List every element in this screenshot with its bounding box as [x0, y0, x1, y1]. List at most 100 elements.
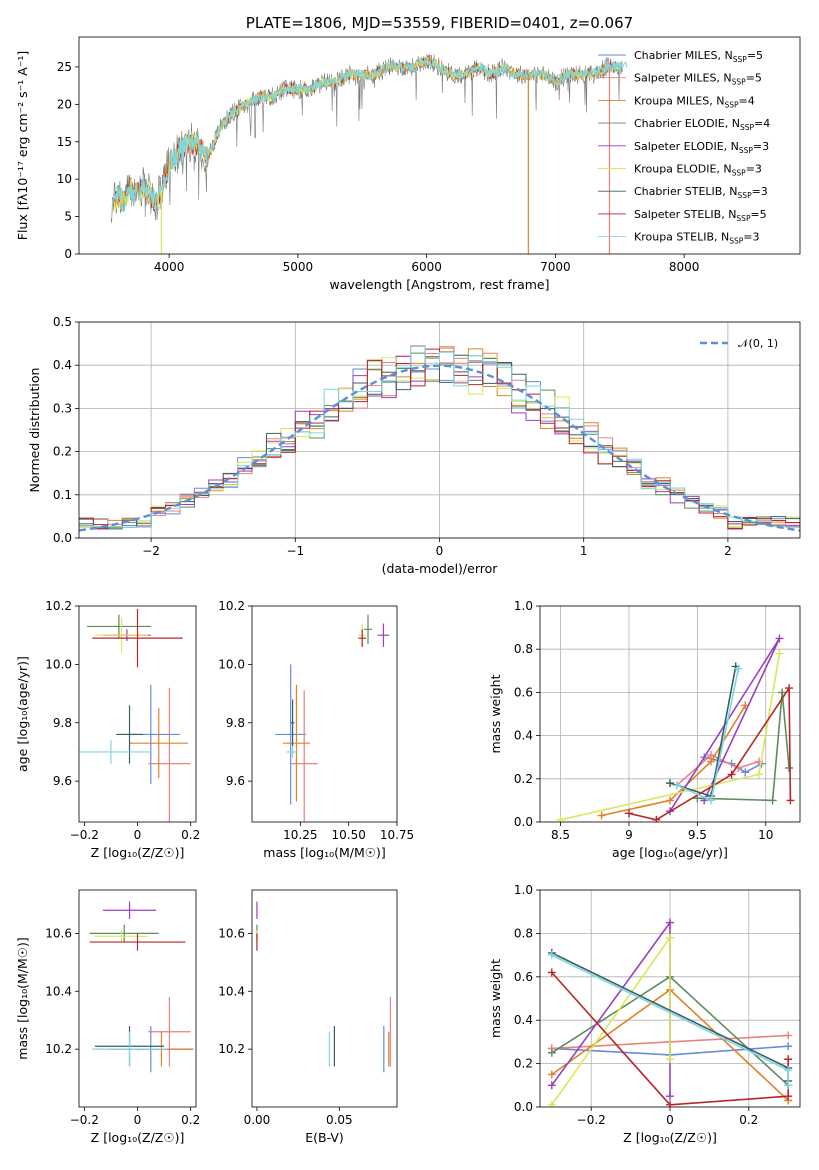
y-tick-label: 0.2 [514, 1057, 533, 1071]
legend-label: Chabrier MILES, NSSP=5 [634, 49, 763, 64]
x-tick-label: 0 [134, 828, 142, 842]
plot-area [275, 614, 390, 822]
x-tick-label: 0.2 [181, 828, 200, 842]
errorbar-chabrier-elodie [364, 614, 372, 644]
axes-residuals: −2 −1 0 1 2 0.0 0.1 0.2 0.3 0.4 0.5 (data-model)/er… [27, 315, 801, 576]
line-kroupa-elodie [551, 935, 671, 1106]
errorbar-salpeter-miles [148, 997, 191, 1067]
x-tick-label: 0 [666, 1113, 674, 1127]
errorbar-salpeter-miles [148, 687, 191, 822]
y-tick-label: 0 [64, 247, 72, 261]
marker-chabrier-elodie [778, 688, 787, 697]
marker-salpeter-elodie [666, 1092, 674, 1101]
legend-label-suffix: =5 [746, 72, 762, 85]
marker-chabrier-elodie [768, 796, 777, 805]
legend-label: Chabrier ELODIE, NSSP=4 [634, 117, 770, 132]
y-tick-label: 10.2 [45, 1042, 72, 1056]
axes-mass-vs-Z: −0.2 0 0.2 10.2 10.4 10.6 Z [log₁₀(Z/Z☉)] mass … [15, 889, 200, 1145]
legend-label-suffix: =3 [743, 231, 759, 244]
legend-label-sub: SSP [732, 169, 747, 178]
marker-kroupa-stelib [672, 781, 681, 790]
x-tick-label: −1 [286, 544, 304, 558]
marker-kroupa-stelib [707, 796, 716, 805]
errorbar-chabrier-stelib [290, 699, 295, 747]
legend-label-suffix: =3 [752, 185, 768, 198]
marker-salpeter-stelib [784, 1055, 793, 1064]
y-axis-label: mass weight [488, 959, 503, 1038]
y-tick-label: 10.0 [218, 657, 245, 671]
legend-label-suffix: =4 [738, 94, 754, 107]
x-tick-label: 6000 [411, 260, 442, 274]
errorbar-chabrier-elodie [89, 924, 159, 943]
axes-mass-weight-vs-Z: −0.2 0 0.2 0.0 0.2 0.4 0.6 0.8 1.0 Z [log₁₀(Z/Z☉)… [488, 883, 801, 1145]
marker-chabrier-stelib [666, 779, 674, 788]
y-tick-label: 0.4 [514, 1013, 533, 1027]
x-tick-label: 0.05 [326, 1113, 353, 1127]
x-tick-label: 9 [625, 828, 633, 842]
marker-salpeter-stelib [727, 770, 736, 779]
errorbar-salpeter-stelib [89, 933, 186, 951]
marker-salpeter-stelib [786, 796, 795, 805]
x-tick-label: 0 [436, 544, 444, 558]
y-tick-label: 1.0 [514, 599, 533, 613]
legend-label-sub: SSP [740, 123, 755, 132]
y-tick-label: 25 [57, 60, 72, 74]
errorbar-kroupa-miles [129, 708, 189, 779]
x-tick-label: 10.75 [380, 828, 414, 842]
axes-frame [539, 889, 801, 1108]
y-tick-label: 0.8 [514, 926, 533, 940]
x-tick-label: 8.5 [551, 828, 570, 842]
y-tick-label: 0.2 [514, 772, 533, 786]
y-axis-label: Normed distribution [27, 368, 42, 493]
histogram-kroupa-stelib [79, 346, 800, 528]
y-axis-label: mass weight [488, 674, 503, 753]
axes-frame [78, 321, 801, 539]
x-tick-label: 8000 [669, 260, 700, 274]
errorbar-kroupa-elodie [94, 930, 149, 943]
errorbar-chabrier-stelib [116, 705, 143, 764]
normal-curve [79, 364, 800, 532]
legend-label: Kroupa STELIB, NSSP=3 [634, 231, 759, 246]
legend-label-sub: SSP [732, 78, 747, 87]
marker-kroupa-elodie [556, 815, 565, 822]
legend-label: Kroupa MILES, NSSP=4 [634, 94, 755, 109]
x-axis-label: age [log₁₀(age/yr)] [612, 845, 728, 860]
legend-label-sub: SSP [724, 100, 739, 109]
marker-kroupa-stelib [734, 664, 743, 673]
marker-chabrier-elodie [785, 764, 794, 772]
x-tick-label: −0.2 [70, 1113, 99, 1127]
y-tick-label: 0.6 [514, 685, 533, 699]
y-tick-label: 10.2 [218, 1042, 245, 1056]
legend-label: Salpeter STELIB, NSSP=5 [634, 208, 767, 223]
axes-mass-vs-EBV: 0.00 0.05 10.2 10.4 10.6 E(B-V) [218, 889, 398, 1145]
y-tick-label: 0.0 [514, 1100, 533, 1114]
y-tick-label: 20 [57, 97, 72, 111]
y-axis-label: mass [log₁₀(M/M☉)] [15, 937, 30, 1059]
legend-label-main: Salpeter STELIB, N [634, 208, 736, 221]
axes-age-vs-Z: −0.2 0 0.2 9.6 9.8 10.0 10.2 Z [log₁₀(Z/Z☉)] age… [15, 599, 200, 860]
y-tick-label: 10.2 [218, 599, 245, 613]
x-tick-label: 2 [724, 544, 732, 558]
legend-label-main: Chabrier STELIB, N [634, 185, 738, 198]
legend-label-suffix: =5 [750, 208, 766, 221]
model-extension [606, 60, 628, 73]
marker-salpeter-stelib [624, 809, 633, 818]
x-tick-label: 4000 [154, 260, 185, 274]
y-tick-label: 0.1 [53, 488, 72, 502]
model-kroupa-stelib [111, 56, 623, 213]
errorbar-chabrier-elodie [86, 614, 151, 639]
y-tick-label: 9.8 [226, 716, 245, 730]
x-tick-label: −0.2 [70, 828, 99, 842]
plot-area [89, 901, 194, 1073]
legend-label-main: Kroupa MILES, N [634, 94, 724, 107]
y-tick-label: 0.3 [53, 401, 72, 415]
marker-salpeter-elodie [666, 918, 674, 927]
x-tick-label: −0.2 [577, 1113, 606, 1127]
legend-label-suffix: =3 [753, 140, 769, 153]
marker-kroupa-elodie [754, 770, 763, 779]
x-axis-label: Z [log₁₀(Z/Z☉)] [623, 1130, 717, 1145]
y-tick-label: 0.0 [53, 531, 72, 545]
x-axis-label: Z [log₁₀(Z/Z☉)] [91, 1130, 185, 1145]
legend-label-suffix: =5 [747, 49, 763, 62]
